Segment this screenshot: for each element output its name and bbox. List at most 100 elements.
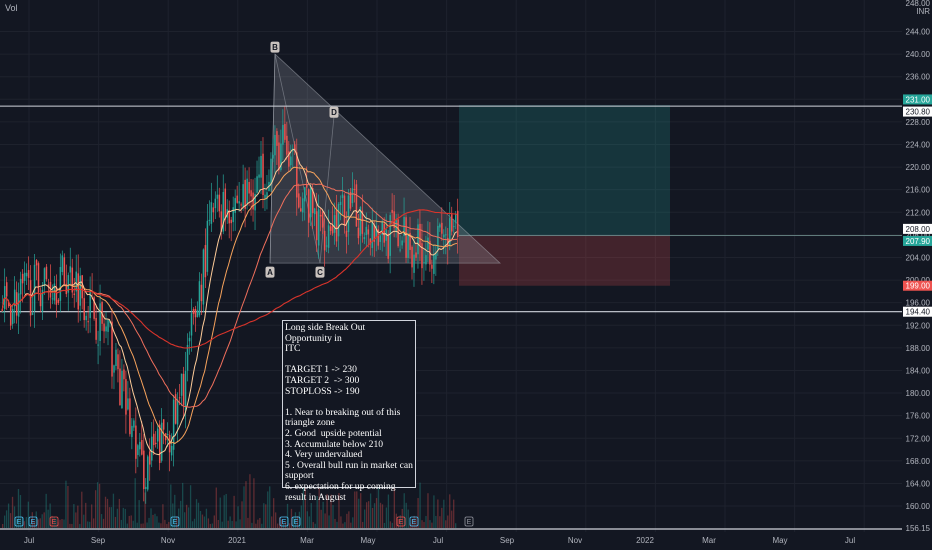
volume-bar xyxy=(358,498,360,528)
candle-body xyxy=(248,181,250,194)
volume-bar xyxy=(140,523,142,528)
price-tag-bg xyxy=(903,106,932,117)
volume-bar xyxy=(215,487,217,528)
candle-body xyxy=(107,319,109,332)
candle-body xyxy=(45,266,48,280)
candle-body xyxy=(401,240,403,246)
candle-body xyxy=(447,237,449,246)
time-tick-label: Jul xyxy=(845,536,855,545)
candle-body xyxy=(204,245,207,278)
candle-body xyxy=(160,422,163,461)
price-tick-label: 184.00 xyxy=(906,366,931,375)
volume-bar xyxy=(27,501,30,528)
candle-body xyxy=(337,204,340,237)
volume-bar xyxy=(310,503,312,528)
volume-bar xyxy=(47,509,49,528)
volume-bar xyxy=(433,495,435,528)
volume-bar xyxy=(302,487,304,528)
volume-bar xyxy=(176,516,178,528)
candle-body xyxy=(335,210,338,242)
candle-body xyxy=(127,398,129,410)
pattern-point-badge xyxy=(329,106,339,118)
event-badge xyxy=(464,516,474,527)
candle-body xyxy=(2,311,4,313)
volume-bar xyxy=(154,513,156,528)
event-badge xyxy=(49,516,59,527)
candle-body xyxy=(89,289,91,319)
candle-body xyxy=(33,264,36,311)
price-tick-label: 220.00 xyxy=(906,163,931,172)
time-axis: Jul Sep Nov 2021 Mar May Jul Sep Nov 2022 Mar May Ju… xyxy=(0,532,932,550)
volume-bar xyxy=(89,521,91,528)
annotation-note[interactable]: Long side Break Out Opportunity in ITC TAR… xyxy=(282,320,416,502)
volume-bar xyxy=(366,502,368,528)
candle-body xyxy=(63,257,66,284)
candle-body xyxy=(353,188,356,190)
volume-bar xyxy=(77,505,79,528)
volume-bar xyxy=(336,521,338,528)
candle-body xyxy=(258,174,260,178)
volume-bar xyxy=(427,493,429,528)
candle-body xyxy=(365,226,368,236)
candle-body xyxy=(166,433,169,435)
pattern-point-a: A xyxy=(265,266,275,278)
candle-body xyxy=(441,222,443,234)
volume-bar xyxy=(197,502,200,528)
volume-bars xyxy=(2,474,457,528)
volume-bar xyxy=(217,519,219,528)
candle-body xyxy=(244,179,246,209)
candle-body xyxy=(218,194,221,212)
volume-bar xyxy=(439,516,441,528)
candle-body xyxy=(73,293,76,295)
volume-bar xyxy=(120,519,122,528)
time-tick-label: May xyxy=(772,536,787,545)
annotation-line: triangle zone xyxy=(285,417,335,429)
price-tag: 207.90 xyxy=(903,235,932,246)
candle-body xyxy=(457,210,459,237)
volume-bar xyxy=(375,498,378,528)
volume-bar xyxy=(25,517,28,528)
annotation-line: result in August xyxy=(285,491,346,503)
volume-bar xyxy=(184,512,186,528)
candle-body xyxy=(433,254,435,274)
volume-bar xyxy=(294,512,297,528)
candle-body xyxy=(222,191,225,232)
candle-body xyxy=(77,273,80,310)
volume-bar xyxy=(73,504,75,528)
candle-body xyxy=(111,321,113,377)
price-tag-label: 230.80 xyxy=(906,108,931,117)
volume-bar xyxy=(251,522,253,528)
candle-body xyxy=(323,230,326,251)
candle-body xyxy=(311,187,314,214)
candle-body xyxy=(264,194,266,200)
volume-bar xyxy=(116,508,119,528)
volume-bar xyxy=(288,523,291,528)
volume-bar xyxy=(354,491,356,528)
volume-bar xyxy=(344,522,346,528)
candle-body xyxy=(228,210,231,224)
candle-body xyxy=(331,225,334,234)
candle-body xyxy=(296,152,298,198)
candle-body xyxy=(302,198,304,213)
candle-body xyxy=(423,262,425,264)
volume-bar xyxy=(146,522,148,528)
price-tag-label: 207.90 xyxy=(906,237,931,246)
price-tag-bg xyxy=(903,306,932,317)
candle-body xyxy=(431,264,433,269)
volume-bar xyxy=(451,510,453,528)
candle-body xyxy=(304,187,306,202)
candle-body xyxy=(300,208,302,212)
volume-bar xyxy=(158,522,160,528)
volume-bar xyxy=(160,523,162,528)
price-tick-label: 192.00 xyxy=(906,321,931,330)
candle-body xyxy=(190,313,193,336)
candle-body xyxy=(377,229,380,246)
volume-bar xyxy=(320,509,322,528)
volume-bar xyxy=(245,481,247,528)
candle-body xyxy=(313,208,316,215)
price-tick-label: 196.00 xyxy=(906,299,931,308)
candle-body xyxy=(154,442,157,445)
candle-body xyxy=(145,486,147,490)
